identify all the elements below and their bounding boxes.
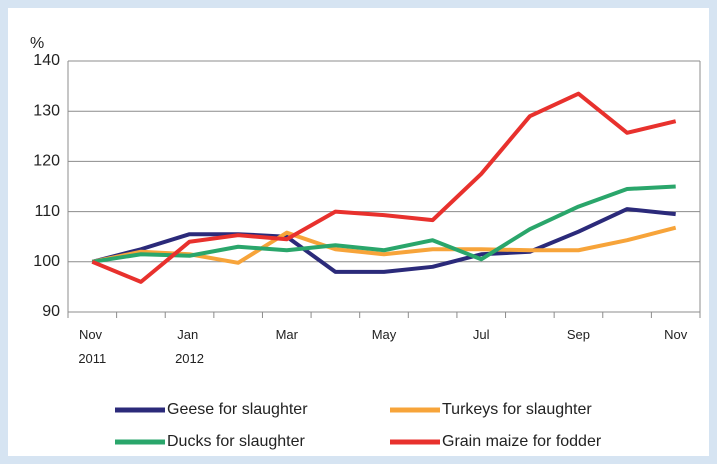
legend-label: Geese for slaughter — [167, 401, 308, 418]
series-line — [92, 184, 676, 264]
x-tick-label: Jan 2012 — [175, 327, 204, 366]
legend-label: Grain maize for fodder — [442, 433, 602, 450]
series-line — [91, 91, 677, 284]
x-tick-label: Mar — [276, 327, 299, 342]
y-tick-label: 130 — [33, 102, 60, 119]
y-tick-label: 140 — [33, 52, 60, 69]
y-axis-label: % — [30, 35, 44, 52]
y-tick-label: 120 — [33, 153, 60, 170]
y-tick-label: 100 — [33, 253, 60, 270]
x-tick-label: May — [372, 327, 397, 342]
chart-background — [8, 8, 709, 456]
series-line — [91, 207, 676, 274]
y-tick-label: 90 — [42, 303, 60, 320]
x-tick-label: Nov — [664, 327, 688, 342]
y-tick-label: 110 — [34, 203, 60, 220]
x-tick-label: Sep — [567, 327, 590, 342]
x-tick-label: Jul — [473, 327, 490, 342]
legend-label: Ducks for slaughter — [167, 433, 306, 450]
x-tick-label: Nov 2011 — [78, 327, 106, 366]
legend-label: Turkeys for slaughter — [442, 401, 592, 418]
